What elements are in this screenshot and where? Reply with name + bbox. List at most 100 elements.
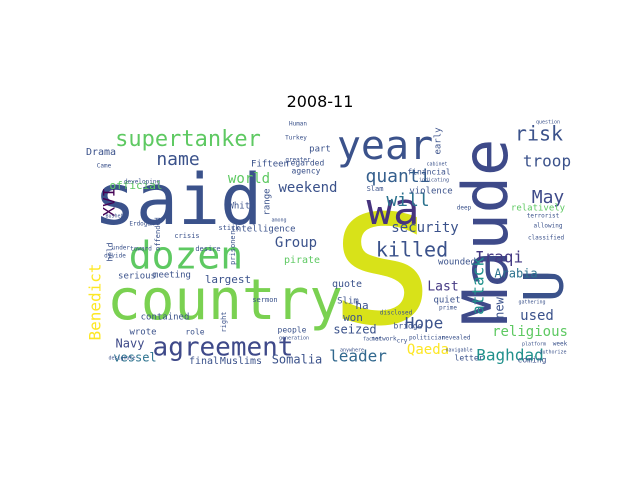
word-arabia: Arabia <box>494 267 537 281</box>
word-xvi: XVI <box>100 188 119 217</box>
word-u: U <box>513 270 576 303</box>
word-erdogan: Erdogan <box>129 221 155 228</box>
word-cry: cry <box>397 338 408 345</box>
word-gathering: gathering <box>518 300 545 306</box>
word-supertanker: supertanker <box>115 127 261 152</box>
word-risk: risk <box>515 122 563 146</box>
word-hope: Hope <box>405 314 444 333</box>
word-early: early <box>434 127 444 155</box>
word-among: among <box>271 218 286 224</box>
word-used: used <box>520 308 554 324</box>
word-revealed: revealed <box>442 335 471 342</box>
word-role: role <box>185 328 204 337</box>
word-slim: Slim <box>337 297 359 307</box>
word-cloud-background <box>80 119 579 364</box>
word-last: Last <box>427 280 458 295</box>
word-turkey: Turkey <box>285 135 307 142</box>
word-week: week <box>553 341 568 348</box>
word-official: official <box>110 179 163 192</box>
word-navigable: navigable <box>445 348 472 354</box>
word-under: under <box>112 245 130 252</box>
word-platform: platform <box>522 342 546 348</box>
word-prime: prime <box>439 305 457 312</box>
word-range: range <box>263 188 273 215</box>
word-came: Came <box>97 163 112 170</box>
word-designate: designate <box>108 356 135 362</box>
word-leader: leader <box>329 347 387 366</box>
word-bushehr: Bushehr <box>105 214 126 220</box>
word-financial: financial <box>407 168 451 177</box>
word-disclosed: disclosed <box>380 310 413 317</box>
word-authorize: authorize <box>539 350 566 356</box>
word-pirate: pirate <box>284 255 320 266</box>
word-question: question <box>536 120 560 126</box>
word-final: final <box>189 356 219 367</box>
word-year: year <box>337 123 433 169</box>
word-deep: deep <box>457 205 472 212</box>
word-classified: classified <box>528 235 565 242</box>
word-divide: divide <box>104 253 126 260</box>
word-letter: letter <box>455 354 484 363</box>
word-killed: killed <box>376 238 448 262</box>
word-serious: serious <box>118 272 156 282</box>
word-drama: Drama <box>86 147 116 158</box>
word-crisis: crisis <box>174 232 199 240</box>
word-offended: offended <box>154 217 162 251</box>
word-weekend: weekend <box>278 180 337 196</box>
word-benedict: Benedict <box>86 263 105 340</box>
word-navy: Navy <box>116 337 145 351</box>
word-group: Group <box>275 235 317 251</box>
word-fifteen: Fifteen <box>251 160 289 170</box>
word-muslims: Muslims <box>220 356 262 367</box>
word-factor: factor <box>363 337 381 343</box>
word-new: new <box>493 296 507 318</box>
word-anywhere: anywhere <box>340 348 364 354</box>
word-baghdad: Baghdad <box>476 346 543 365</box>
word-quiet: quiet <box>433 296 460 306</box>
word-will: will <box>386 190 429 211</box>
word-vessel: vessel <box>113 351 156 365</box>
word-prisoner: prisoner <box>229 231 237 265</box>
word-somalia: Somalia <box>272 353 323 367</box>
word-white: White <box>228 202 255 212</box>
word-maude: Maude <box>449 139 522 326</box>
word-desire: desire <box>195 245 220 253</box>
chart-title: 2008-11 <box>286 92 354 111</box>
word-troop: troop <box>523 152 571 171</box>
word-quote: quote <box>332 279 362 290</box>
word-allowing: allowing <box>534 223 563 230</box>
word-sermon: sermon <box>252 296 277 304</box>
word-name: name <box>156 149 199 170</box>
word-pakistan: Pakistan <box>184 220 208 226</box>
word-quanti: quanti <box>365 166 430 187</box>
word-coming: coming <box>518 356 547 365</box>
word-relatively: relatively <box>511 204 566 214</box>
word-intelligence: intelligence <box>230 225 295 235</box>
word-country: country <box>107 268 343 333</box>
word-seized: seized <box>333 323 376 337</box>
word-wounded: wounded <box>438 258 476 268</box>
word-largest: largest <box>205 273 251 286</box>
word-politician: politician <box>409 335 446 342</box>
word-qaeda: Qaeda <box>407 342 449 358</box>
word-said: said <box>94 159 263 241</box>
word-security: security <box>391 220 458 236</box>
word-agreement: agreement <box>153 333 294 363</box>
word-religious: religious <box>492 324 568 340</box>
word-slam: Slam <box>367 185 384 193</box>
word-stick: stick <box>218 224 240 232</box>
word-agency: agency <box>292 167 321 176</box>
word-terrorist: terrorist <box>527 213 560 220</box>
word-wrote: wrote <box>129 328 156 338</box>
word-part: part <box>309 145 331 155</box>
word-ha: ha <box>355 299 368 312</box>
word-network: network <box>371 336 397 343</box>
word-s: s <box>322 138 442 371</box>
word-dozen: dozen <box>129 234 243 278</box>
word-cabinet: cabinet <box>426 162 447 168</box>
word-developing: developing <box>124 179 161 186</box>
word-meeting: meeting <box>153 271 191 281</box>
word-violence: violence <box>409 187 452 197</box>
